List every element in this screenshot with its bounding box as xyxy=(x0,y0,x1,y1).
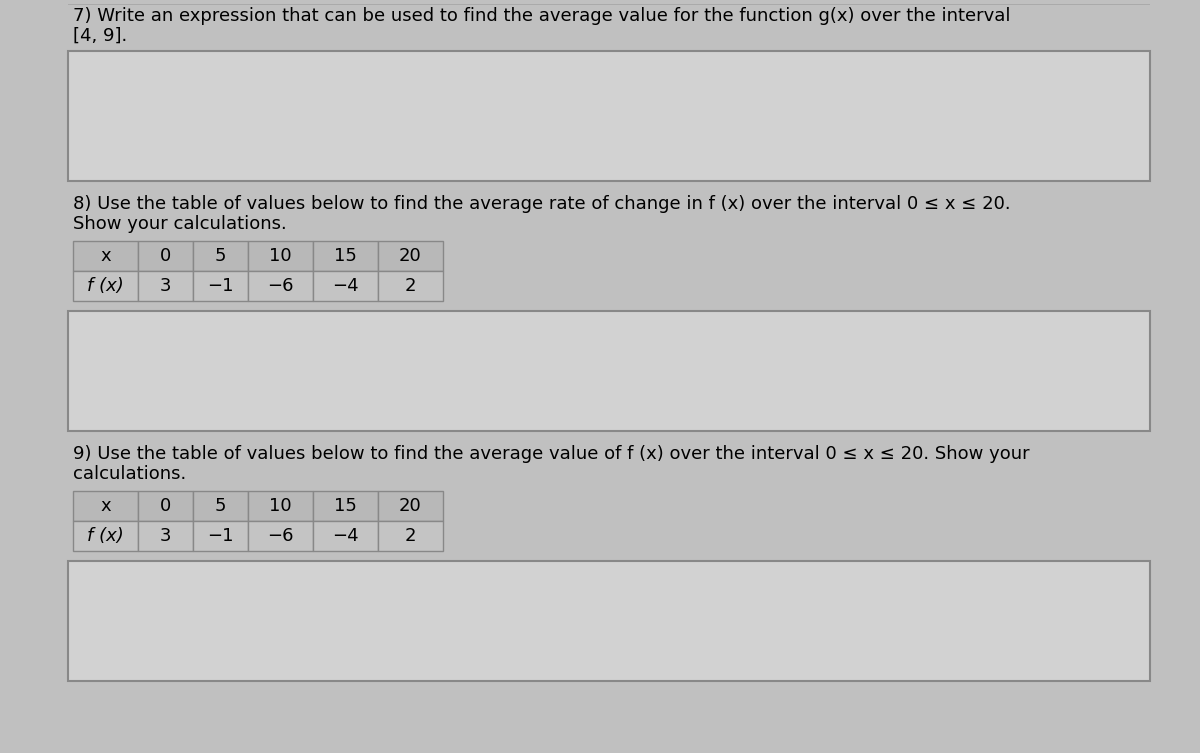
Text: −6: −6 xyxy=(268,277,294,295)
Bar xyxy=(73,521,138,551)
Text: 7) Write an expression that can be used to find the average value for the functi: 7) Write an expression that can be used … xyxy=(73,7,1010,25)
Text: f (x): f (x) xyxy=(88,527,124,545)
Text: 20: 20 xyxy=(400,497,422,515)
Text: [4, 9].: [4, 9]. xyxy=(73,27,127,45)
Bar xyxy=(378,521,443,551)
Bar xyxy=(68,51,1150,181)
Bar xyxy=(68,311,1150,431)
Text: −4: −4 xyxy=(332,527,359,545)
Text: 15: 15 xyxy=(334,247,356,265)
Bar xyxy=(138,241,193,271)
Text: 5: 5 xyxy=(215,247,227,265)
Bar xyxy=(193,241,248,271)
Text: x: x xyxy=(100,497,110,515)
Text: 0: 0 xyxy=(160,247,172,265)
Text: 20: 20 xyxy=(400,247,422,265)
Text: 0: 0 xyxy=(160,497,172,515)
Bar xyxy=(73,271,138,301)
Bar xyxy=(313,241,378,271)
Bar xyxy=(378,491,443,521)
Text: 15: 15 xyxy=(334,497,356,515)
Text: 9) Use the table of values below to find the average value of f (x) over the int: 9) Use the table of values below to find… xyxy=(73,445,1030,463)
Bar xyxy=(73,241,138,271)
Bar xyxy=(378,271,443,301)
Text: 10: 10 xyxy=(269,497,292,515)
Text: −4: −4 xyxy=(332,277,359,295)
Bar xyxy=(138,271,193,301)
Bar xyxy=(193,491,248,521)
Bar xyxy=(248,521,313,551)
Text: f (x): f (x) xyxy=(88,277,124,295)
Text: x: x xyxy=(100,247,110,265)
Bar xyxy=(138,491,193,521)
Text: calculations.: calculations. xyxy=(73,465,186,483)
Bar xyxy=(313,271,378,301)
Text: 3: 3 xyxy=(160,527,172,545)
Bar xyxy=(378,241,443,271)
Bar xyxy=(73,491,138,521)
Text: 5: 5 xyxy=(215,497,227,515)
Text: 2: 2 xyxy=(404,277,416,295)
Text: Show your calculations.: Show your calculations. xyxy=(73,215,287,233)
Text: 3: 3 xyxy=(160,277,172,295)
Bar xyxy=(193,271,248,301)
Bar xyxy=(248,241,313,271)
Bar xyxy=(68,561,1150,681)
Bar xyxy=(313,521,378,551)
Text: 8) Use the table of values below to find the average rate of change in f (x) ove: 8) Use the table of values below to find… xyxy=(73,195,1010,213)
Bar xyxy=(193,521,248,551)
Bar xyxy=(248,491,313,521)
Text: −1: −1 xyxy=(208,277,234,295)
Bar xyxy=(313,491,378,521)
Text: 2: 2 xyxy=(404,527,416,545)
Bar xyxy=(248,271,313,301)
Text: −6: −6 xyxy=(268,527,294,545)
Text: 10: 10 xyxy=(269,247,292,265)
Text: −1: −1 xyxy=(208,527,234,545)
Bar xyxy=(138,521,193,551)
Bar xyxy=(68,4,1150,5)
